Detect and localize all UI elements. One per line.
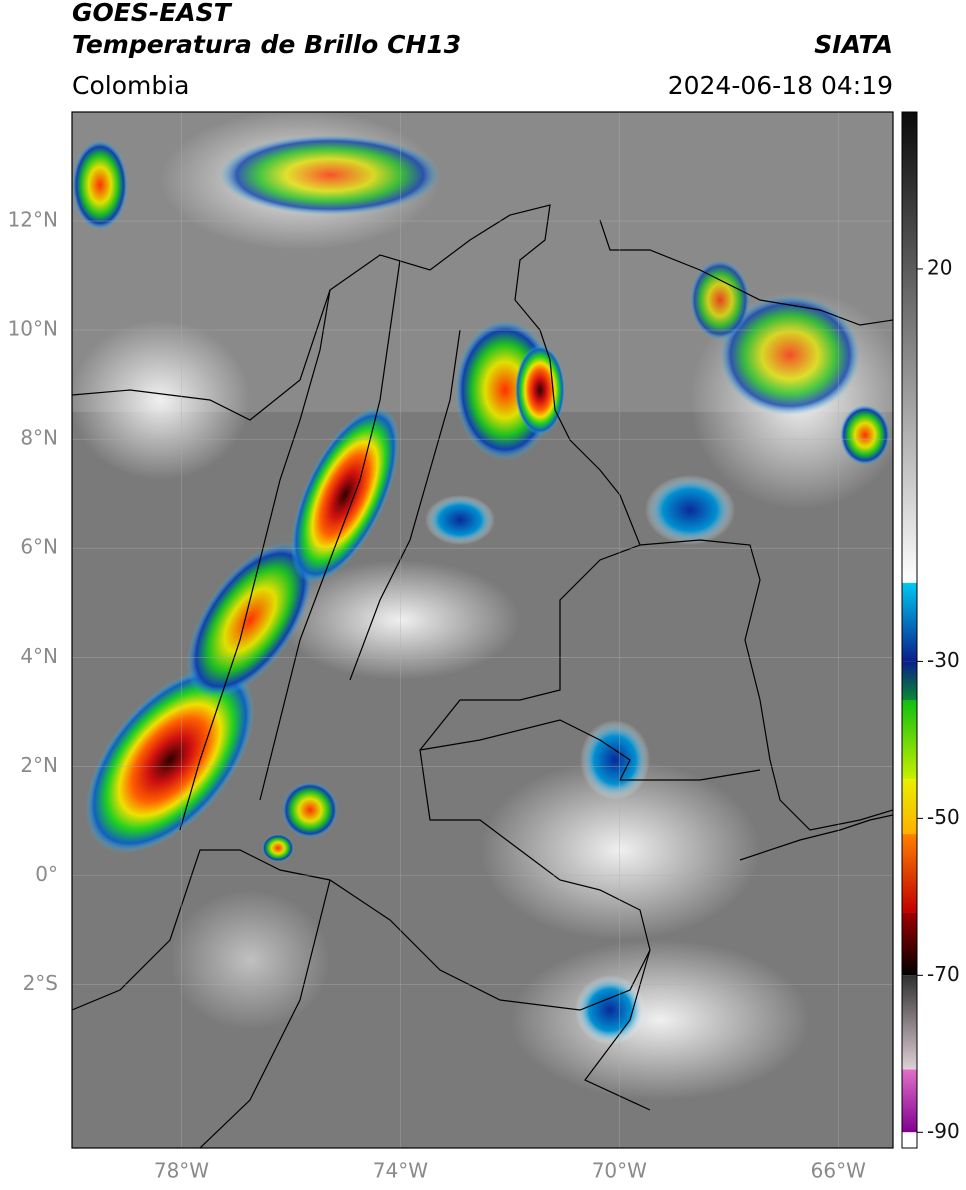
colorbar-frame [901, 111, 918, 1149]
datetime: 2024-06-18 04:19 [668, 71, 893, 100]
axis-ticks: 78°W 74°W 70°W 66°W 12°N 10°N 8°N 6°N 4°N 2°N 0° 2°… [8, 208, 867, 1183]
colorbar-tick-label: -90 [927, 1119, 960, 1143]
colorbar-tick-label: -30 [927, 648, 960, 672]
title: GOES-EAST [72, 0, 233, 27]
region: Colombia [72, 71, 189, 100]
colorbar-band [902, 1069, 917, 1133]
y-tick-label: 4°N [20, 644, 58, 668]
x-tick-label: 74°W [373, 1159, 428, 1183]
colorbar-band [902, 975, 917, 1070]
colorbar-band [902, 834, 917, 913]
y-tick-label: 6°N [20, 535, 58, 559]
x-tick-label: 70°W [592, 1159, 647, 1183]
y-tick-label: 8°N [20, 426, 58, 450]
colorbar: 20 -30 -50 -70 -90 [901, 111, 960, 1149]
source: SIATA [814, 30, 893, 59]
colorbar-tick-label: 20 [927, 255, 952, 279]
satellite-image [72, 112, 893, 1148]
colorbar-band [902, 700, 917, 780]
y-tick-label: 10°N [8, 317, 58, 341]
y-tick-label: 12°N [8, 208, 58, 232]
colorbar-band [902, 779, 917, 835]
colorbar-band [902, 912, 917, 976]
grid [72, 112, 893, 1148]
colorbar-band [902, 112, 917, 583]
x-tick-label: 78°W [154, 1159, 209, 1183]
y-tick-label: 2°N [20, 753, 58, 777]
colorbar-band [902, 661, 917, 701]
subtitle: Temperatura de Brillo CH13 [72, 30, 461, 59]
colorbar-tick-label: -50 [927, 805, 960, 829]
colorbar-band [902, 582, 917, 662]
x-tick-label: 66°W [811, 1159, 866, 1183]
map-frame [71, 111, 894, 1149]
y-tick-label: 0° [35, 862, 58, 886]
colorbar-tick-label: -70 [927, 962, 960, 986]
colorbar-band [902, 1132, 917, 1148]
y-tick-label: 2°S [23, 971, 58, 995]
